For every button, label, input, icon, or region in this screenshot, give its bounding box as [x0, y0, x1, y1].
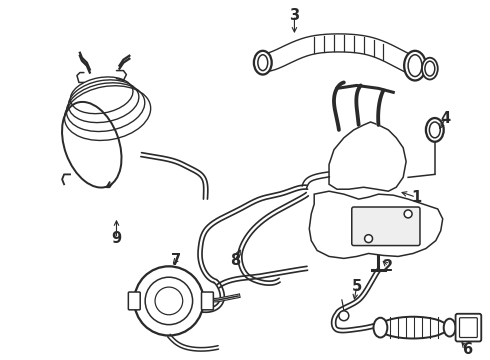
Ellipse shape: [444, 319, 456, 337]
FancyBboxPatch shape: [128, 292, 140, 310]
Text: 4: 4: [441, 111, 451, 126]
Text: 5: 5: [352, 279, 362, 294]
Text: 7: 7: [171, 253, 181, 268]
Polygon shape: [329, 122, 406, 191]
Circle shape: [134, 266, 203, 336]
FancyBboxPatch shape: [352, 207, 420, 246]
Ellipse shape: [404, 51, 426, 81]
Text: 8: 8: [230, 253, 240, 268]
Circle shape: [339, 311, 349, 321]
Ellipse shape: [422, 58, 438, 80]
Ellipse shape: [373, 318, 388, 337]
Ellipse shape: [378, 317, 448, 338]
Text: 3: 3: [290, 8, 299, 23]
Text: 2: 2: [383, 259, 393, 274]
Ellipse shape: [62, 102, 122, 188]
FancyBboxPatch shape: [201, 292, 213, 310]
Circle shape: [365, 235, 372, 243]
Text: 1: 1: [411, 190, 421, 204]
Polygon shape: [309, 191, 442, 258]
FancyBboxPatch shape: [456, 314, 481, 341]
Text: 9: 9: [111, 231, 122, 246]
Text: 6: 6: [463, 342, 472, 357]
Ellipse shape: [254, 51, 271, 75]
Ellipse shape: [426, 118, 444, 142]
Circle shape: [404, 210, 412, 218]
